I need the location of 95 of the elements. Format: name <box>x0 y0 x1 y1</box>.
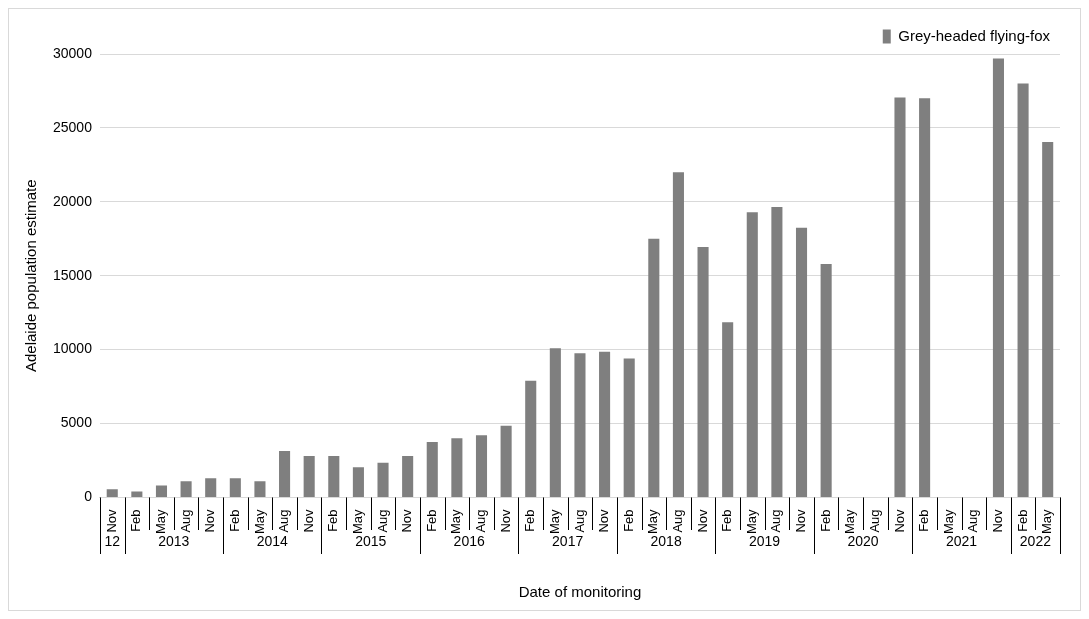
x-tick-label: Nov <box>596 508 612 533</box>
x-tick-label: Nov <box>990 508 1006 533</box>
bar <box>180 481 192 497</box>
bar <box>426 442 438 497</box>
x-tick-label: Nov <box>497 508 513 533</box>
y-tick-label: 15000 <box>52 266 93 283</box>
text: 2022 <box>1019 532 1052 549</box>
x-tick-label: Feb <box>916 509 932 532</box>
bar <box>303 456 315 497</box>
x-tick-label: May <box>349 508 365 534</box>
x-tick-label: Feb <box>719 509 735 532</box>
bar <box>771 206 783 497</box>
legend-label: Grey-headed flying-fox <box>898 26 1051 44</box>
bar <box>795 227 808 497</box>
y-tick-label: 0 <box>84 488 93 505</box>
x-tick-label: May <box>940 508 956 534</box>
y-tick-label: 10000 <box>52 340 93 357</box>
x-tick-label: Aug <box>866 509 882 533</box>
y-tick-label: 5000 <box>60 414 93 431</box>
text: 2017 <box>552 532 584 549</box>
bar <box>599 351 611 497</box>
y-tick-label: 25000 <box>52 118 93 135</box>
x-tick-label: Nov <box>694 508 710 533</box>
x-tick-label: May <box>448 508 464 534</box>
bar <box>229 478 241 497</box>
x-tick-label: May <box>1039 508 1055 534</box>
bar <box>254 481 266 497</box>
x-tick-label: Nov <box>891 508 907 533</box>
x-tick-label: Feb <box>423 509 439 532</box>
bar <box>106 489 118 497</box>
x-tick-label: Aug <box>473 509 489 533</box>
x-tick-label: Aug <box>670 509 686 533</box>
bar <box>451 438 463 497</box>
x-tick-label: Nov <box>202 508 218 533</box>
text: 2014 <box>256 532 289 549</box>
x-tick-label: May <box>645 508 661 534</box>
text: 2016 <box>453 532 485 549</box>
bar <box>697 246 709 497</box>
x-tick-label: May <box>743 508 759 534</box>
x-tick-label: Aug <box>571 509 587 533</box>
bar <box>722 322 734 497</box>
bar <box>919 98 931 497</box>
bar <box>131 491 143 497</box>
bar <box>500 425 512 497</box>
x-tick-label: Aug <box>768 509 784 533</box>
x-tick-label: Aug <box>965 509 981 533</box>
x-tick-label: Feb <box>1014 509 1030 532</box>
text: 2018 <box>650 532 682 549</box>
bar <box>623 358 635 497</box>
x-tick-label: Feb <box>128 509 144 532</box>
bar <box>992 58 1004 497</box>
bar <box>279 450 291 497</box>
x-tick-label: Aug <box>374 509 390 533</box>
bar <box>155 485 168 497</box>
bar <box>525 380 537 497</box>
x-tick-label: Nov <box>399 508 415 533</box>
text: 2020 <box>847 532 879 549</box>
bar <box>1017 83 1029 497</box>
text: 2019 <box>749 532 781 549</box>
x-tick-label: Nov <box>103 508 119 533</box>
x-tick-label: Nov <box>793 508 809 533</box>
text: 2015 <box>355 532 387 549</box>
y-tick-label: 20000 <box>52 192 93 209</box>
x-tick-label: Feb <box>226 509 242 532</box>
bar <box>648 238 660 497</box>
bar <box>672 172 684 497</box>
x-tick-label: Aug <box>177 509 193 533</box>
bar <box>475 435 488 497</box>
x-tick-label: Feb <box>522 509 538 532</box>
bar <box>205 478 217 497</box>
x-tick-label: Nov <box>300 508 316 533</box>
bar <box>402 456 414 497</box>
x-tick-label: Feb <box>325 509 341 532</box>
y-axis-title: Adelaide population estimate <box>22 179 40 373</box>
x-tick-label: May <box>546 508 562 534</box>
x-tick-label: May <box>842 508 858 534</box>
bar <box>328 456 340 497</box>
bar <box>549 348 561 497</box>
bar <box>820 263 832 497</box>
bar <box>574 353 586 497</box>
x-tick-label: Feb <box>620 509 636 532</box>
x-tick-label: Aug <box>276 509 292 533</box>
text: 2013 <box>158 532 190 549</box>
bar <box>377 462 389 497</box>
bar <box>894 97 906 497</box>
y-tick-label: 30000 <box>52 44 93 61</box>
x-tick-label: May <box>251 508 267 534</box>
bar <box>352 467 364 497</box>
x-tick-label: May <box>153 508 169 534</box>
x-tick-label: Feb <box>817 509 833 532</box>
text: 2021 <box>945 532 978 549</box>
bar <box>1042 141 1054 497</box>
bar <box>746 212 758 497</box>
x-axis-title: Date of monitoring <box>518 583 642 601</box>
text: 12 <box>104 532 121 549</box>
